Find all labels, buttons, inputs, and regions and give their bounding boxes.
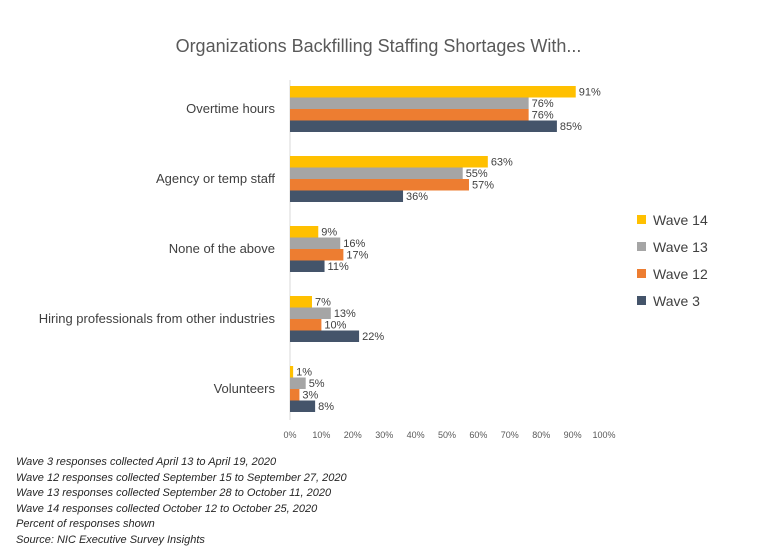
bar-wave-14-hiring-professionals-from-other-industries <box>290 296 312 308</box>
bar-wave-12-volunteers <box>290 389 300 401</box>
legend-item-wave-3: Wave 3 <box>637 287 708 314</box>
x-tick-label: 0% <box>283 430 296 440</box>
x-tick-label: 80% <box>532 430 550 440</box>
bar-wave-13-hiring-professionals-from-other-industries <box>290 307 331 319</box>
data-label-wave-12-volunteers: 3% <box>302 390 318 402</box>
legend-swatch-wave-3 <box>637 296 646 305</box>
note-line: Wave 13 responses collected September 28… <box>16 487 332 500</box>
data-label-wave-13-agency-or-temp-staff: 55% <box>466 168 488 180</box>
bar-wave-3-hiring-professionals-from-other-industries <box>290 330 360 342</box>
legend-swatch-wave-13 <box>637 242 646 251</box>
category-label-hiring-professionals-from-other-industries: Hiring professionals from other industri… <box>39 311 276 326</box>
data-label-wave-13-overtime-hours: 76% <box>532 98 554 110</box>
x-tick-label: 60% <box>469 430 487 440</box>
x-tick-label: 30% <box>375 430 393 440</box>
x-tick-label: 10% <box>312 430 330 440</box>
bar-wave-14-agency-or-temp-staff <box>290 156 488 168</box>
chart-legend: Wave 14 Wave 13 Wave 12 Wave 3 <box>637 206 708 314</box>
x-tick-label: 90% <box>564 430 582 440</box>
bar-wave-12-hiring-professionals-from-other-industries <box>290 319 322 331</box>
bar-wave-12-none-of-the-above <box>290 249 344 261</box>
legend-label: Wave 3 <box>653 292 700 309</box>
legend-label: Wave 12 <box>653 265 708 282</box>
data-label-wave-12-overtime-hours: 76% <box>532 110 554 122</box>
data-label-wave-14-volunteers: 1% <box>296 367 312 379</box>
x-tick-label: 20% <box>344 430 362 440</box>
bar-wave-3-overtime-hours <box>290 120 557 132</box>
bar-wave-14-none-of-the-above <box>290 226 319 238</box>
note-line: Source: NIC Executive Survey Insights <box>16 533 205 546</box>
bar-wave-3-volunteers <box>290 400 316 412</box>
legend-item-wave-14: Wave 14 <box>637 206 708 233</box>
x-tick-label: 40% <box>407 430 425 440</box>
legend-swatch-wave-12 <box>637 269 646 278</box>
chart-notes: Wave 3 responses collected April 13 to A… <box>16 455 347 549</box>
bar-wave-14-overtime-hours <box>290 86 576 98</box>
bar-wave-3-none-of-the-above <box>290 260 325 272</box>
note-line: Percent of responses shown <box>16 518 155 531</box>
bar-wave-14-volunteers <box>290 366 294 378</box>
data-label-wave-14-overtime-hours: 91% <box>579 87 601 99</box>
legend-swatch-wave-14 <box>637 215 646 224</box>
data-label-wave-12-none-of-the-above: 17% <box>346 250 368 262</box>
category-label-none-of-the-above: None of the above <box>169 241 275 256</box>
legend-item-wave-13: Wave 13 <box>637 233 708 260</box>
data-label-wave-3-hiring-professionals-from-other-industries: 22% <box>362 331 384 343</box>
data-label-wave-3-none-of-the-above: 11% <box>328 261 349 273</box>
legend-label: Wave 13 <box>653 238 708 255</box>
category-label-volunteers: Volunteers <box>214 381 276 396</box>
x-tick-label: 100% <box>592 430 615 440</box>
data-label-wave-12-hiring-professionals-from-other-industries: 10% <box>324 320 346 332</box>
note-line: Wave 12 responses collected September 15… <box>16 471 347 484</box>
data-label-wave-14-hiring-professionals-from-other-industries: 7% <box>315 297 331 309</box>
legend-item-wave-12: Wave 12 <box>637 260 708 287</box>
data-label-wave-14-agency-or-temp-staff: 63% <box>491 157 513 169</box>
data-label-wave-13-hiring-professionals-from-other-industries: 13% <box>334 308 356 320</box>
chart-title: Organizations Backfilling Staffing Short… <box>175 36 582 56</box>
legend-label: Wave 14 <box>653 211 708 228</box>
data-label-wave-13-none-of-the-above: 16% <box>343 238 365 250</box>
data-label-wave-3-overtime-hours: 85% <box>560 121 582 133</box>
data-label-wave-13-volunteers: 5% <box>309 378 325 390</box>
note-line: Wave 14 responses collected October 12 t… <box>16 502 318 515</box>
chart-plot: Overtime hours 91% 76%76% 85% Agency or temp… <box>39 80 616 440</box>
data-label-wave-14-none-of-the-above: 9% <box>321 227 337 239</box>
data-label-wave-12-agency-or-temp-staff: 57% <box>472 180 494 192</box>
category-label-agency-or-temp-staff: Agency or temp staff <box>156 171 275 186</box>
x-tick-label: 70% <box>501 430 519 440</box>
bar-wave-13-none-of-the-above <box>290 237 341 249</box>
x-tick-label: 50% <box>438 430 456 440</box>
bar-wave-3-agency-or-temp-staff <box>290 190 404 202</box>
note-line: Wave 3 responses collected April 13 to A… <box>16 456 277 468</box>
data-label-wave-3-agency-or-temp-staff: 36% <box>406 191 428 203</box>
bar-wave-13-volunteers <box>290 377 306 389</box>
bar-wave-12-overtime-hours <box>290 109 529 121</box>
bar-wave-12-agency-or-temp-staff <box>290 179 469 191</box>
bar-wave-13-overtime-hours <box>290 97 529 109</box>
category-label-overtime-hours: Overtime hours <box>186 101 275 116</box>
bar-wave-13-agency-or-temp-staff <box>290 167 463 179</box>
data-label-wave-3-volunteers: 8% <box>318 401 334 413</box>
